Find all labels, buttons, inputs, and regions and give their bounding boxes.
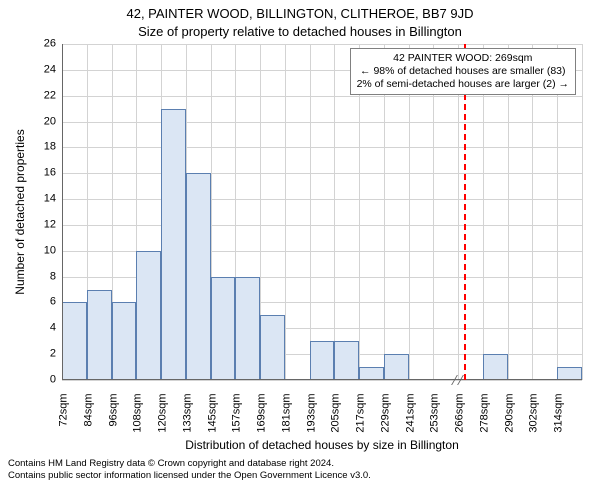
histogram-bar xyxy=(87,290,112,380)
histogram-bar xyxy=(260,315,285,380)
annotation-box: 42 PAINTER WOOD: 269sqm ← 98% of detache… xyxy=(350,48,576,95)
y-tick-label: 14 xyxy=(34,194,56,205)
x-tick-label: 241sqm xyxy=(405,394,416,444)
x-tick-label: 145sqm xyxy=(207,394,218,444)
x-tick-label: 96sqm xyxy=(108,394,119,444)
x-tick-label: 84sqm xyxy=(83,394,94,444)
histogram-bar xyxy=(112,302,137,380)
x-tick-label: 169sqm xyxy=(257,394,268,444)
gridline-h xyxy=(62,96,582,97)
x-tick-label: 266sqm xyxy=(455,394,466,444)
x-tick-label: 72sqm xyxy=(59,394,70,444)
x-tick-label: 133sqm xyxy=(182,394,193,444)
y-tick-label: 24 xyxy=(34,64,56,75)
x-tick-label: 120sqm xyxy=(158,394,169,444)
histogram-bar xyxy=(334,341,359,380)
gridline-h xyxy=(62,199,582,200)
gridline-v xyxy=(310,44,311,380)
x-axis-line xyxy=(62,379,582,380)
y-tick-label: 0 xyxy=(34,375,56,386)
x-tick-label: 253sqm xyxy=(430,394,441,444)
y-tick-label: 22 xyxy=(34,90,56,101)
gridline-v xyxy=(285,44,286,380)
histogram-bar xyxy=(483,354,508,380)
annotation-line1: 42 PAINTER WOOD: 269sqm xyxy=(357,52,569,65)
gridline-h xyxy=(62,380,582,381)
gridline-h xyxy=(62,173,582,174)
y-tick-label: 4 xyxy=(34,323,56,334)
y-tick-label: 6 xyxy=(34,297,56,308)
x-tick-label: 314sqm xyxy=(554,394,565,444)
x-tick-label: 229sqm xyxy=(380,394,391,444)
gridline-v xyxy=(582,44,583,380)
y-tick-label: 12 xyxy=(34,219,56,230)
y-tick-label: 26 xyxy=(34,39,56,50)
histogram-bar xyxy=(136,251,161,380)
x-tick-label: 302sqm xyxy=(529,394,540,444)
chart-subtitle: Size of property relative to detached ho… xyxy=(0,24,600,39)
gridline-v xyxy=(334,44,335,380)
footer-attribution: Contains HM Land Registry data © Crown c… xyxy=(8,458,371,482)
x-tick-label: 181sqm xyxy=(281,394,292,444)
histogram-bar xyxy=(161,109,186,380)
x-tick-label: 290sqm xyxy=(504,394,515,444)
x-tick-label: 157sqm xyxy=(232,394,243,444)
x-tick-label: 205sqm xyxy=(331,394,342,444)
gridline-h xyxy=(62,147,582,148)
y-tick-label: 18 xyxy=(34,142,56,153)
gridline-h xyxy=(62,44,582,45)
x-tick-label: 193sqm xyxy=(306,394,317,444)
chart-container: { "title_line1": "42, PAINTER WOOD, BILL… xyxy=(0,0,600,500)
y-axis-label: Number of detached properties xyxy=(13,44,27,380)
y-tick-label: 16 xyxy=(34,168,56,179)
y-tick-label: 10 xyxy=(34,245,56,256)
y-tick-label: 8 xyxy=(34,271,56,282)
histogram-bar xyxy=(384,354,409,380)
x-tick-label: 278sqm xyxy=(479,394,490,444)
y-axis-line xyxy=(62,44,63,380)
annotation-line3: 2% of semi-detached houses are larger (2… xyxy=(357,78,569,91)
histogram-bar xyxy=(211,277,236,380)
gridline-h xyxy=(62,225,582,226)
footer-line2: Contains public sector information licen… xyxy=(8,470,371,482)
histogram-bar xyxy=(62,302,87,380)
y-tick-label: 20 xyxy=(34,116,56,127)
footer-line1: Contains HM Land Registry data © Crown c… xyxy=(8,458,371,470)
annotation-line2: ← 98% of detached houses are smaller (83… xyxy=(357,65,569,78)
y-tick-label: 2 xyxy=(34,349,56,360)
gridline-h xyxy=(62,122,582,123)
chart-title-line1: 42, PAINTER WOOD, BILLINGTON, CLITHEROE,… xyxy=(0,6,600,21)
histogram-bar xyxy=(235,277,260,380)
histogram-bar xyxy=(186,173,211,380)
x-tick-label: 217sqm xyxy=(356,394,367,444)
histogram-bar xyxy=(310,341,335,380)
x-tick-label: 108sqm xyxy=(133,394,144,444)
